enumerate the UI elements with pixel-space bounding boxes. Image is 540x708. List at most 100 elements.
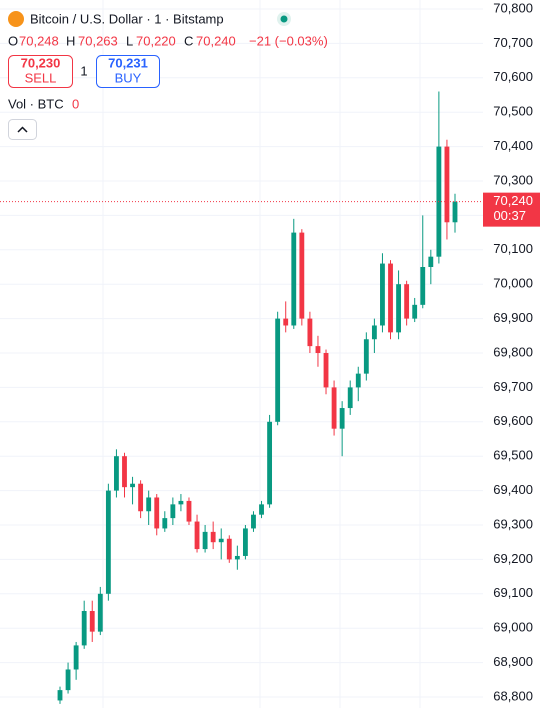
candle-body [444,146,450,223]
sell-price: 70,230 [21,55,61,70]
buy-price: 70,231 [108,55,148,70]
y-tick-label: 69,900 [493,310,533,325]
candle-body [242,528,248,556]
candle-body [355,373,361,388]
candle-body [57,690,63,701]
candle-body [210,531,216,543]
candle-body [114,456,119,491]
symbol-title: Bitcoin / U.S. Dollar · 1 · Bitstamp [30,11,224,26]
last-price-label: 70,240 [493,193,533,208]
candle-body [97,593,103,632]
candle-body [388,263,393,333]
candle-body [339,408,345,429]
candle-body [404,284,410,319]
y-tick-label: 70,400 [493,138,533,153]
candle-body [170,504,176,519]
buy-button[interactable] [96,55,160,88]
c-value: 70,240 [196,33,236,48]
candle-body [380,263,385,326]
candle-body [130,483,135,488]
y-tick-label: 68,900 [493,654,533,669]
y-tick-label: 70,800 [493,0,533,15]
candle-body [331,387,337,429]
candle-body [267,421,273,505]
chevron-icon [17,126,28,133]
candle-body [218,538,224,543]
o-label: O [8,33,18,48]
sell-label: SELL [25,70,57,85]
y-tick-label: 68,800 [493,688,533,703]
y-tick-label: 70,000 [493,276,533,291]
candle-body [323,353,329,388]
candle-body [178,500,184,505]
y-tick-label: 69,800 [493,344,533,359]
y-tick-label: 69,000 [493,620,533,635]
candle-body [283,318,289,326]
candle-body [81,611,87,646]
l-value: 70,220 [136,33,176,48]
candle-body [194,521,200,550]
candle-body [452,201,458,223]
status-dot [280,15,288,23]
y-tick-label: 69,600 [493,413,533,428]
l-label: L [126,33,133,48]
y-tick-label: 70,300 [493,172,533,187]
grid [0,0,483,708]
candle-body [146,497,152,512]
candle-body [234,555,240,560]
candle-body [105,490,111,594]
y-tick-label: 69,200 [493,551,533,566]
candle-body [65,669,71,691]
spread: 1 [80,63,87,78]
y-tick-label: 69,400 [493,482,533,497]
candle-body [259,504,264,515]
y-tick-label: 70,700 [493,35,533,50]
legend: Bitcoin / U.S. Dollar · 1 · Bitstamp O 7… [8,11,328,140]
candle-body [275,318,281,422]
candle-body [347,387,353,409]
change: −21 (−0.03%) [249,33,328,48]
y-tick-label: 69,700 [493,379,533,394]
bitcoin-icon [8,11,24,27]
last-price-box [483,192,540,227]
volume-value: 0 [72,96,79,111]
candle-body [251,514,256,529]
candle-body [89,611,95,632]
sell-button[interactable] [8,55,73,88]
y-tick-label: 69,500 [493,448,533,463]
candle-body [371,325,377,340]
y-tick-label: 70,100 [493,241,533,256]
candle-body [122,456,127,488]
candle-body [315,346,321,353]
countdown: 00:37 [493,208,526,223]
o-value: 70,248 [19,33,59,48]
candle-body [299,232,305,319]
candle-body [363,339,369,374]
candle-body [154,497,160,529]
candle-body [412,304,418,319]
h-value: 70,263 [78,33,118,48]
h-label: H [66,33,75,48]
candle-body [162,518,168,529]
candle-body [420,267,426,305]
candle-body [396,284,401,333]
y-tick-label: 69,300 [493,516,533,531]
candle-body [291,232,297,326]
buy-label: BUY [115,70,142,85]
y-tick-label: 70,500 [493,104,533,119]
candle-body [73,645,79,670]
y-tick-label: 70,600 [493,69,533,84]
candle-body [186,500,192,522]
c-label: C [184,33,193,48]
candle-body [226,538,232,560]
candle-body [202,531,208,550]
volume-label: Vol · BTC [8,96,64,111]
candle-body [138,483,144,512]
y-tick-label: 69,100 [493,585,533,600]
candle-body [428,256,434,267]
collapse-button[interactable] [8,119,37,140]
candle-body [307,318,313,347]
